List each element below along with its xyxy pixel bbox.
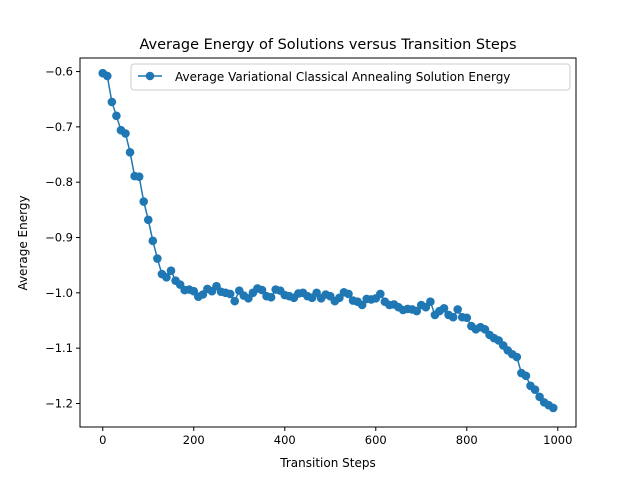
data-point	[112, 111, 121, 121]
y-axis-label: Average Energy	[16, 195, 30, 290]
data-point	[230, 296, 240, 306]
x-tick-label: 200	[183, 433, 205, 447]
data-point	[139, 197, 149, 206]
y-tick-label: −0.7	[45, 120, 73, 134]
data-point	[266, 292, 276, 302]
axes-frame	[79, 57, 577, 428]
y-tick-label: −1.0	[45, 286, 73, 300]
data-point	[148, 236, 158, 246]
data-point	[521, 371, 531, 381]
data-point	[103, 71, 112, 81]
legend: Average Variational Classical Annealing …	[130, 63, 571, 91]
data-point	[412, 306, 422, 316]
legend-marker	[145, 71, 155, 81]
x-axis-label: Transition Steps	[279, 456, 375, 470]
plot-area: 0 200 400 600 800 1000 −0.6 −0.7 −0.8 −0.9 −1.0 −1.…	[45, 65, 572, 447]
data-point	[121, 129, 130, 138]
chart-title: Average Energy of Solutions versus Trans…	[139, 37, 516, 53]
data-point	[376, 289, 385, 299]
y-tick-label: −1.1	[45, 341, 73, 355]
data-point	[462, 313, 472, 323]
data-point	[225, 289, 235, 299]
legend-box	[130, 63, 571, 91]
x-tick-label: 800	[456, 433, 478, 447]
data-point	[134, 172, 144, 181]
data-point	[125, 148, 135, 157]
y-tick-label: −1.2	[45, 396, 73, 410]
x-tick-label: 0	[99, 433, 106, 447]
data-point	[162, 273, 171, 282]
data-point	[107, 97, 117, 107]
y-tick-label: −0.9	[45, 231, 73, 245]
x-tick-label: 600	[365, 433, 387, 447]
data-point	[357, 300, 367, 310]
data-point	[344, 289, 353, 299]
data-point	[257, 285, 267, 295]
legend-label: Average Variational Classical Annealing …	[175, 70, 510, 84]
data-point	[512, 352, 522, 362]
data-point	[439, 304, 449, 313]
y-tick-label: −0.8	[45, 175, 73, 189]
data-point	[530, 385, 540, 394]
data-point	[153, 254, 162, 263]
data-point	[166, 266, 176, 276]
data-point	[143, 215, 153, 225]
data-point	[426, 297, 435, 306]
x-tick-label: 1000	[543, 433, 572, 447]
data-point	[548, 403, 558, 413]
y-tick-label: −0.6	[45, 65, 73, 79]
data-point	[453, 305, 462, 314]
data-point	[448, 312, 458, 322]
x-tick-label: 400	[274, 433, 296, 447]
